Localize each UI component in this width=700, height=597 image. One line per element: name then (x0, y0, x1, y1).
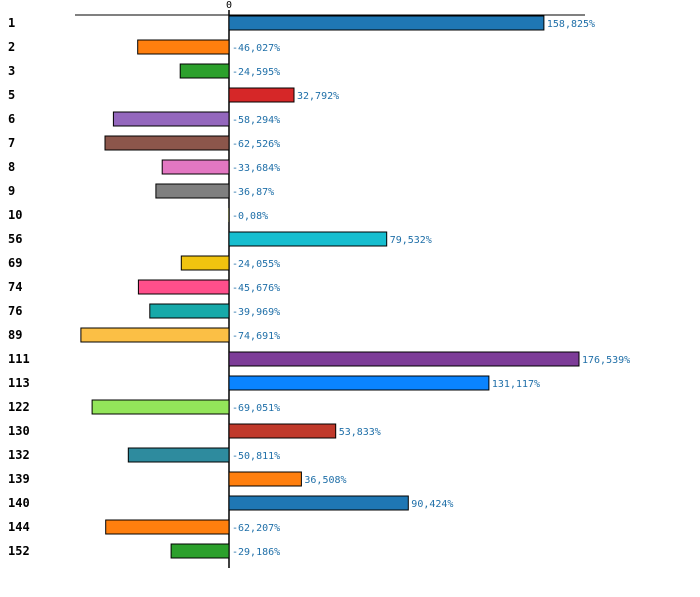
value-label: -39,969% (232, 307, 280, 318)
category-label: 144 (8, 520, 30, 534)
value-label: -24,595% (232, 67, 280, 78)
value-label: -69,051% (232, 403, 280, 414)
bar (155, 183, 230, 199)
bar (180, 255, 230, 271)
value-label: 36,508% (304, 475, 346, 486)
category-label: 69 (8, 256, 22, 270)
category-label: 5 (8, 88, 15, 102)
category-label: 111 (8, 352, 30, 366)
value-label: -62,207% (232, 523, 280, 534)
category-label: 130 (8, 424, 30, 438)
bar (80, 327, 230, 343)
bar (91, 399, 230, 415)
category-label: 10 (8, 208, 22, 222)
category-label: 7 (8, 136, 15, 150)
value-label: -24,055% (232, 259, 280, 270)
value-label: -36,87% (232, 187, 274, 198)
bar (179, 63, 230, 79)
value-label: -50,811% (232, 451, 280, 462)
category-label: 74 (8, 280, 22, 294)
value-label: 32,792% (297, 91, 339, 102)
value-label: -58,294% (232, 115, 280, 126)
value-label: -33,684% (232, 163, 280, 174)
bar (228, 15, 545, 31)
bar (228, 471, 302, 487)
value-label: -46,027% (232, 43, 280, 54)
category-label: 152 (8, 544, 30, 558)
value-label: 90,424% (411, 499, 453, 510)
bar (228, 351, 580, 367)
bar (228, 87, 295, 103)
bar (228, 375, 490, 391)
category-label: 3 (8, 64, 15, 78)
category-label: 113 (8, 376, 30, 390)
category-label: 2 (8, 40, 15, 54)
bar (228, 231, 388, 247)
value-label: -0,08% (232, 211, 268, 222)
category-label: 9 (8, 184, 15, 198)
value-label: -29,186% (232, 547, 280, 558)
bar (170, 543, 230, 559)
category-label: 89 (8, 328, 22, 342)
bar (127, 447, 230, 463)
category-label: 122 (8, 400, 30, 414)
bars-group: 1 158,825% 2 -46,027% 3 -24,595% 5 32,792% 6 -58,… (8, 15, 630, 559)
bar (228, 423, 337, 439)
value-label: 176,539% (582, 355, 630, 366)
bar (137, 39, 230, 55)
value-label: 53,833% (339, 427, 381, 438)
value-label: 79,532% (390, 235, 432, 246)
value-label: -62,526% (232, 139, 280, 150)
zero-tick-label: 0 (226, 0, 232, 11)
category-label: 139 (8, 472, 30, 486)
value-label: -74,691% (232, 331, 280, 342)
value-label: -45,676% (232, 283, 280, 294)
category-label: 1 (8, 16, 15, 30)
value-label: 131,117% (492, 379, 540, 390)
category-label: 8 (8, 160, 15, 174)
category-label: 6 (8, 112, 15, 126)
bar (137, 279, 230, 295)
category-label: 56 (8, 232, 22, 246)
bar (105, 519, 230, 535)
bar (104, 135, 230, 151)
bar (149, 303, 230, 319)
category-label: 132 (8, 448, 30, 462)
category-label: 76 (8, 304, 22, 318)
category-label: 140 (8, 496, 30, 510)
bar (112, 111, 230, 127)
bar (228, 495, 409, 511)
bar (161, 159, 230, 175)
value-label: 158,825% (547, 19, 595, 30)
